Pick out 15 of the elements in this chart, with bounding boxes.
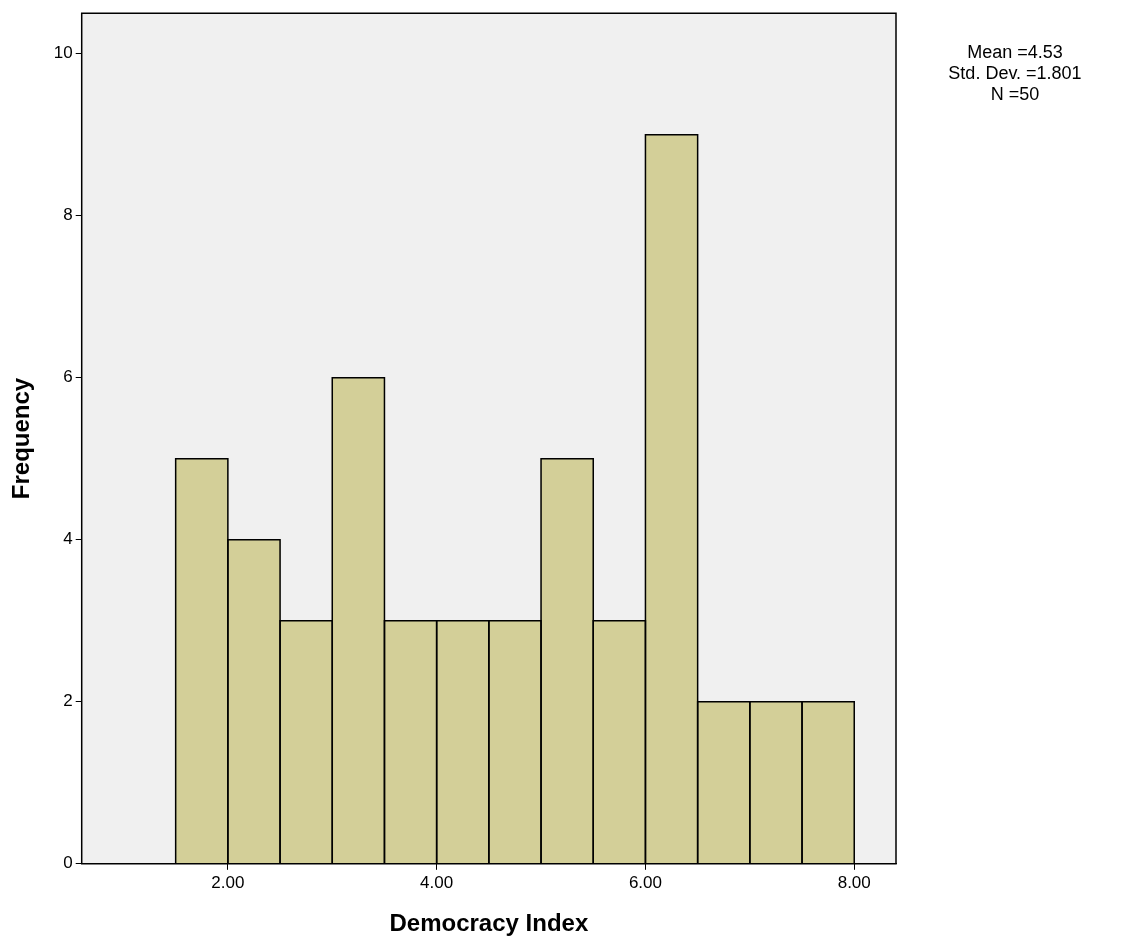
y-axis-title: Frequency <box>7 377 35 500</box>
x-tick-label: 4.00 <box>420 872 454 892</box>
y-tick-label: 8 <box>63 205 73 225</box>
text: Std. Dev. =1.801 <box>947 63 1083 84</box>
x-tick-label: 6.00 <box>628 872 662 892</box>
y-tick-label: 2 <box>63 691 73 711</box>
y-tick-label: 4 <box>63 529 73 549</box>
x-tick-label: 8.00 <box>837 872 871 892</box>
x-axis-title: Democracy Index <box>389 909 589 937</box>
y-tick-label: 0 <box>63 853 73 873</box>
text: N =50 <box>989 84 1041 105</box>
text: Mean =4.53 <box>966 42 1064 63</box>
y-tick-label: 6 <box>63 367 73 387</box>
x-tick-label: 2.00 <box>211 872 245 892</box>
y-tick-label: 10 <box>53 43 73 63</box>
